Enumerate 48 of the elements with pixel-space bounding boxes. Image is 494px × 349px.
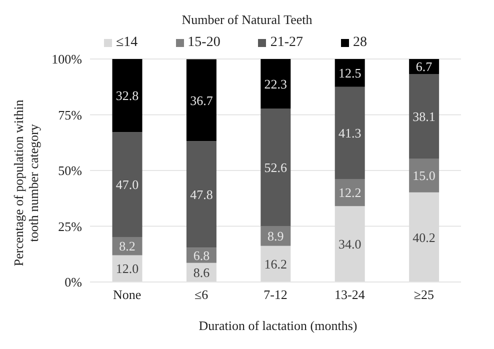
x-axis-title: Duration of lactation (months) (198, 318, 358, 334)
bar (260, 108, 291, 226)
x-tick-label: None (113, 287, 142, 302)
bar (112, 59, 142, 132)
bar (260, 59, 291, 109)
data-label: 16.2 (264, 256, 288, 272)
bar (409, 74, 440, 159)
legend-label: 21-27 (270, 35, 304, 50)
data-label: 47.0 (116, 177, 139, 192)
data-label: 32.8 (116, 88, 139, 104)
data-label: 38.1 (412, 109, 436, 124)
y-tick-label: 75% (58, 107, 82, 122)
x-tick-label: ≤6 (194, 287, 209, 302)
y-axis-title: Percentage of population within tooth number category (11, 98, 41, 268)
x-tick-label: ≥25 (414, 287, 434, 302)
data-label: 15.0 (412, 168, 436, 184)
data-label: 8.2 (119, 238, 136, 254)
y-tick-label: 50% (58, 163, 82, 178)
bar (334, 178, 365, 206)
y-tick-label: 25% (58, 218, 82, 234)
legend-label: ≤14 (116, 35, 138, 50)
data-label: 47.8 (190, 186, 213, 202)
bar (409, 158, 440, 192)
data-label: 34.0 (338, 236, 362, 252)
bar (334, 59, 365, 87)
y-tick-label: 100% (52, 52, 82, 67)
data-label: 12.0 (116, 261, 139, 276)
bar (334, 86, 365, 179)
data-label: 36.7 (190, 92, 214, 108)
data-label: 6.7 (416, 59, 433, 74)
x-tick-label: 7-12 (264, 287, 288, 302)
data-label: 8.6 (193, 265, 210, 280)
y-tick-label: 0% (64, 274, 82, 290)
legend-label: 28 (353, 35, 368, 50)
legend-label: 15-20 (188, 35, 220, 50)
chart-title: Number of Natural Teeth (180, 12, 314, 28)
bar (186, 141, 216, 248)
data-label: 22.3 (264, 76, 288, 92)
x-tick-label: 13-24 (334, 287, 366, 302)
bar (112, 132, 142, 237)
data-label: 8.9 (268, 228, 284, 244)
data-label: 6.8 (193, 248, 210, 263)
bar (186, 59, 216, 142)
data-label: 12.2 (338, 185, 362, 200)
data-label: 40.2 (412, 230, 436, 245)
data-label: 41.3 (338, 126, 362, 141)
data-label: 12.5 (338, 66, 362, 81)
data-label: 52.6 (264, 160, 288, 175)
